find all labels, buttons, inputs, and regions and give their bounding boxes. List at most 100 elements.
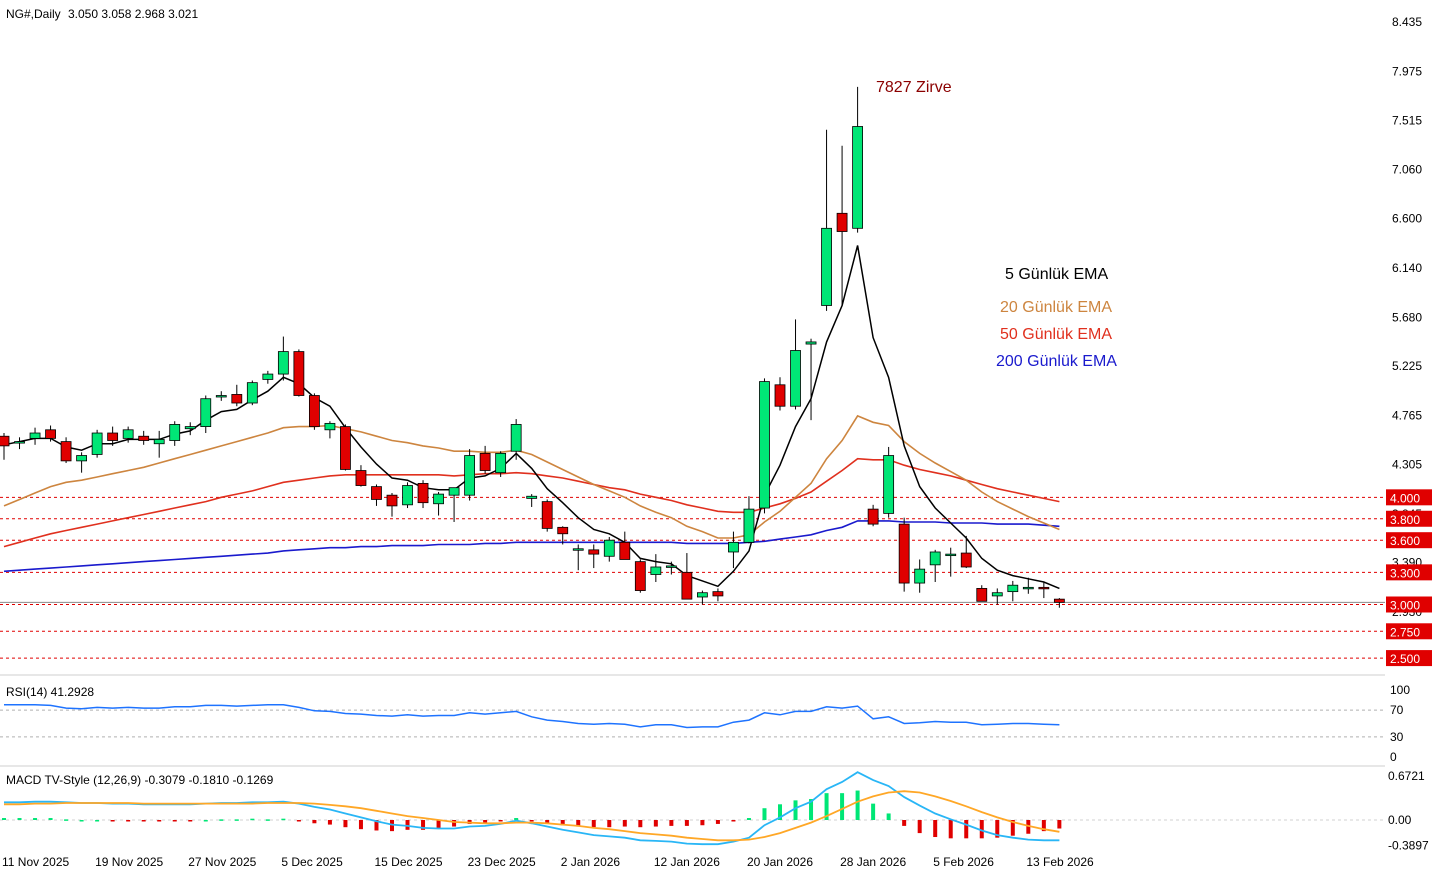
macd-histogram-bar xyxy=(591,820,596,828)
candle-body[interactable] xyxy=(184,426,196,430)
candle-body[interactable] xyxy=(821,227,832,306)
level-label: 3.000 xyxy=(1390,598,1420,612)
price-tick-label: 7.060 xyxy=(1392,162,1422,176)
candlesticks[interactable] xyxy=(0,86,1065,608)
candle-body[interactable] xyxy=(464,455,476,496)
candle-body[interactable] xyxy=(495,452,507,474)
candle-body[interactable] xyxy=(510,424,522,452)
candle-body[interactable] xyxy=(60,441,72,462)
candle-body[interactable] xyxy=(200,398,212,427)
macd-histogram-bar xyxy=(1041,820,1046,832)
candle-body[interactable] xyxy=(138,435,150,441)
candle-body[interactable] xyxy=(1007,584,1019,593)
macd-histogram-bar xyxy=(669,820,674,826)
candle-body[interactable] xyxy=(867,508,879,525)
candle-body[interactable] xyxy=(960,552,972,568)
macd-histogram-bar xyxy=(871,803,876,820)
candle-body[interactable] xyxy=(572,548,584,551)
candle-body[interactable] xyxy=(541,501,553,529)
candle-body[interactable] xyxy=(45,429,56,439)
candle-body[interactable] xyxy=(976,588,988,602)
candle-body[interactable] xyxy=(681,571,693,600)
macd-histogram-bar xyxy=(793,800,798,820)
candle-body[interactable] xyxy=(402,485,413,506)
candle-body[interactable] xyxy=(122,429,134,439)
candle-body[interactable] xyxy=(790,350,801,407)
candle-body[interactable] xyxy=(107,432,119,441)
legend-entry: 50 Günlük EMA xyxy=(1000,326,1112,343)
candle-body[interactable] xyxy=(650,566,662,575)
candle-body[interactable] xyxy=(743,508,755,543)
candle-body[interactable] xyxy=(153,439,165,445)
candle-body[interactable] xyxy=(929,551,941,566)
candle-body[interactable] xyxy=(883,455,895,514)
candle-body[interactable] xyxy=(805,341,817,345)
candle-body[interactable] xyxy=(898,523,910,584)
symbol-header: NG#,Daily xyxy=(6,7,61,21)
candle-body[interactable] xyxy=(836,212,848,232)
macd-histogram-bar xyxy=(514,818,519,820)
macd-histogram-bar xyxy=(405,820,410,830)
macd-histogram-bar xyxy=(1057,820,1062,829)
macd-histogram-bar xyxy=(529,820,534,822)
candle-body[interactable] xyxy=(293,351,305,396)
candle-body[interactable] xyxy=(557,526,569,535)
candle-body[interactable] xyxy=(324,422,336,431)
candle-body[interactable] xyxy=(262,373,274,380)
macd-histogram-bar xyxy=(560,820,565,826)
candle-body[interactable] xyxy=(277,351,289,375)
level-label: 3.300 xyxy=(1390,566,1420,580)
candle-body[interactable] xyxy=(14,441,25,444)
candle-body[interactable] xyxy=(712,591,724,597)
candle-body[interactable] xyxy=(1022,586,1034,590)
candle-body[interactable] xyxy=(29,432,41,439)
candle-body[interactable] xyxy=(991,592,1003,597)
candle-body[interactable] xyxy=(945,553,957,557)
candle-body[interactable] xyxy=(76,455,87,462)
candle-body[interactable] xyxy=(371,486,382,500)
candle-body[interactable] xyxy=(91,432,103,455)
price-tick-label: 5.225 xyxy=(1392,359,1422,373)
candle-body[interactable] xyxy=(308,395,320,427)
candle-body[interactable] xyxy=(665,565,677,568)
candle-body[interactable] xyxy=(588,549,600,555)
candle-body[interactable] xyxy=(526,495,538,499)
candle-body[interactable] xyxy=(759,381,770,509)
macd-label: MACD TV-Style (12,26,9) -0.3079 -0.1810 … xyxy=(6,773,274,787)
candle-body[interactable] xyxy=(603,539,615,557)
candle-body[interactable] xyxy=(448,487,460,496)
macd-histogram-bar xyxy=(452,820,457,827)
macd-histogram-bar xyxy=(234,819,239,821)
candle-body[interactable] xyxy=(479,452,491,471)
candle-body[interactable] xyxy=(433,493,444,505)
candle-body[interactable] xyxy=(697,592,708,598)
candle-body[interactable] xyxy=(215,395,227,398)
date-tick-label: 5 Feb 2026 xyxy=(933,855,994,869)
candle-body[interactable] xyxy=(386,494,398,507)
macd-histogram-bar xyxy=(203,820,208,822)
candle-body[interactable] xyxy=(169,424,181,441)
candle-body[interactable] xyxy=(1038,586,1050,590)
candle-body[interactable] xyxy=(774,384,786,407)
candle-body[interactable] xyxy=(728,541,739,553)
macd-histogram-bar xyxy=(1026,820,1031,834)
macd-histogram-bar xyxy=(684,820,689,826)
candle-body[interactable] xyxy=(231,394,243,404)
price-axis: 8.435 7.975 7.515 7.060 6.600 6.140 5.680 5.225… xyxy=(1386,15,1432,667)
level-label: 2.500 xyxy=(1390,652,1420,666)
candle-body[interactable] xyxy=(914,568,926,584)
level-label-box xyxy=(1386,623,1432,640)
macd-histogram-bar xyxy=(824,793,829,820)
candle-body[interactable] xyxy=(340,426,351,470)
level-label-box xyxy=(1386,564,1432,581)
ema-legend: 5 Günlük EMA 20 Günlük EMA 50 Günlük EMA 20… xyxy=(996,266,1117,370)
candle-body[interactable] xyxy=(355,470,367,486)
candle-body[interactable] xyxy=(1053,598,1065,603)
candle-body[interactable] xyxy=(852,126,863,229)
candle-body[interactable] xyxy=(0,435,10,447)
candle-body[interactable] xyxy=(619,541,631,560)
candle-body[interactable] xyxy=(417,482,429,504)
candle-body[interactable] xyxy=(634,561,646,591)
candle-body[interactable] xyxy=(246,382,258,404)
price-tick-label: 4.305 xyxy=(1392,458,1422,472)
